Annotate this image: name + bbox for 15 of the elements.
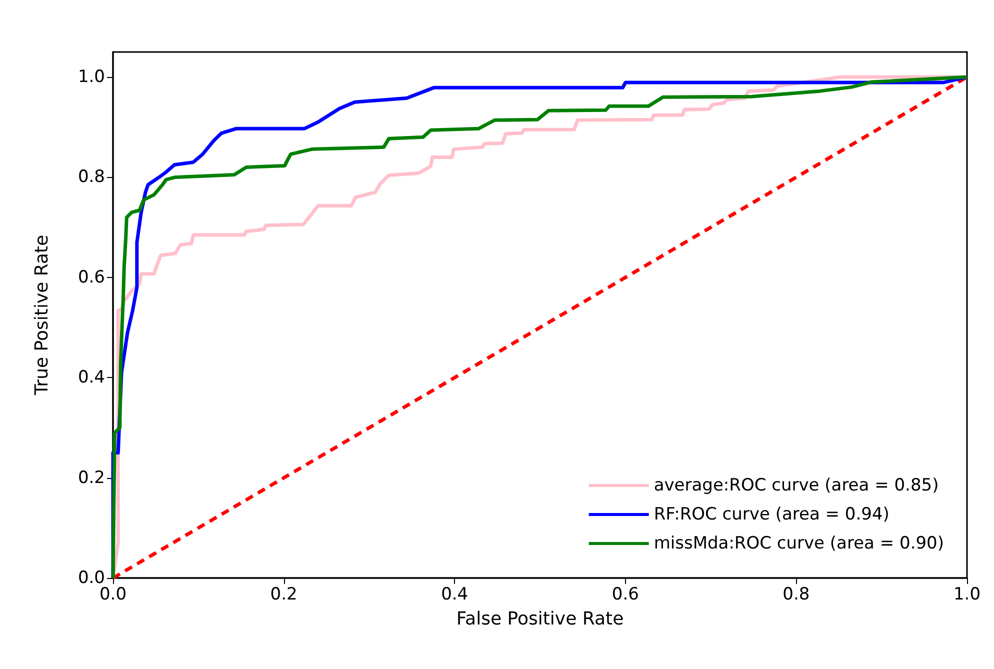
x-axis-title: False Positive Rate xyxy=(456,608,624,630)
y-tick-label: 0.6 xyxy=(78,267,105,288)
y-tick-label: 0.4 xyxy=(78,368,105,388)
x-tick-label: 0.8 xyxy=(782,584,810,604)
x-tick-label: 0.6 xyxy=(612,584,639,604)
y-tick-label: 0.8 xyxy=(78,167,105,188)
x-tick-label: 1.0 xyxy=(953,584,981,604)
y-axis-title: True Positive Rate xyxy=(32,234,52,396)
y-tick-label: 1.0 xyxy=(78,67,105,88)
legend-label: missMda:ROC curve (area = 0.90) xyxy=(654,534,944,554)
legend-label: RF:ROC curve (area = 0.94) xyxy=(654,504,890,524)
x-tick-label: 0.2 xyxy=(270,584,298,604)
legend-label: average:ROC curve (area = 0.85) xyxy=(654,476,939,496)
x-tick-label: 0.4 xyxy=(441,584,468,604)
y-tick-label: 0.2 xyxy=(78,468,105,488)
